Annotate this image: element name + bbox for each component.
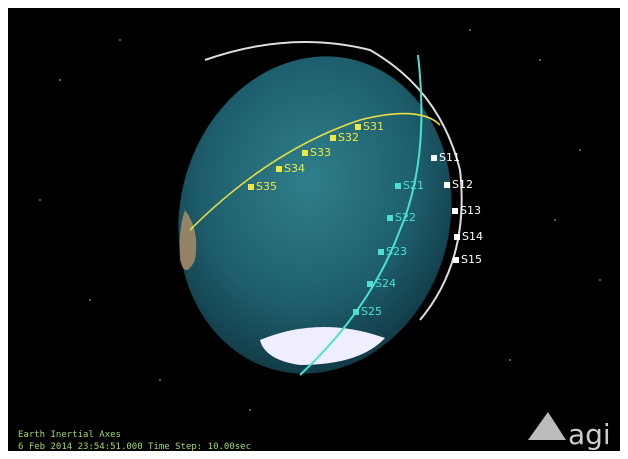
satellite <box>378 249 384 255</box>
orbit-white <box>204 41 463 321</box>
satellite <box>367 281 373 287</box>
satellite-label: S14 <box>462 230 483 243</box>
satellite-label: S13 <box>460 204 481 217</box>
satellite-label: S22 <box>395 211 416 224</box>
orbit-cyan <box>299 54 423 376</box>
satellite-label: S24 <box>375 277 396 290</box>
satellite-label: S12 <box>452 178 473 191</box>
logo: agi <box>568 418 611 451</box>
satellite-label: S33 <box>310 146 331 159</box>
satellite <box>355 124 361 130</box>
time-label: 6 Feb 2014 23:54:51.000 Time Step: 10.00… <box>18 442 251 452</box>
axes-label: Earth Inertial Axes <box>18 430 121 440</box>
satellite-label: S15 <box>461 253 482 266</box>
satellite <box>395 183 401 189</box>
satellite <box>387 215 393 221</box>
satellite <box>353 309 359 315</box>
satellite <box>431 155 437 161</box>
satellite <box>302 150 308 156</box>
satellite-label: S32 <box>338 131 359 144</box>
earth <box>178 56 452 374</box>
satellite-label: S34 <box>284 162 305 175</box>
satellite-label: S11 <box>439 151 460 164</box>
satellite-label: S21 <box>403 179 424 192</box>
logo-icon <box>528 412 566 440</box>
satellite-label: S23 <box>386 245 407 258</box>
antarctica <box>260 326 385 365</box>
satellite <box>452 208 458 214</box>
satellite <box>453 257 459 263</box>
orbit-yellow <box>189 112 441 231</box>
landmass <box>179 210 197 270</box>
stars <box>39 29 601 411</box>
satellite <box>444 182 450 188</box>
satellite-label: S35 <box>256 180 277 193</box>
satellite-label: S31 <box>363 120 384 133</box>
satellite <box>330 135 336 141</box>
satellite-label: S25 <box>361 305 382 318</box>
satellite <box>248 184 254 190</box>
satellite <box>454 234 460 240</box>
satellites: S11 S12 S13 S14 S15 S21 S22 S23 S24 S25 S31 S32 S33 S… <box>248 120 483 318</box>
satellite <box>276 166 282 172</box>
